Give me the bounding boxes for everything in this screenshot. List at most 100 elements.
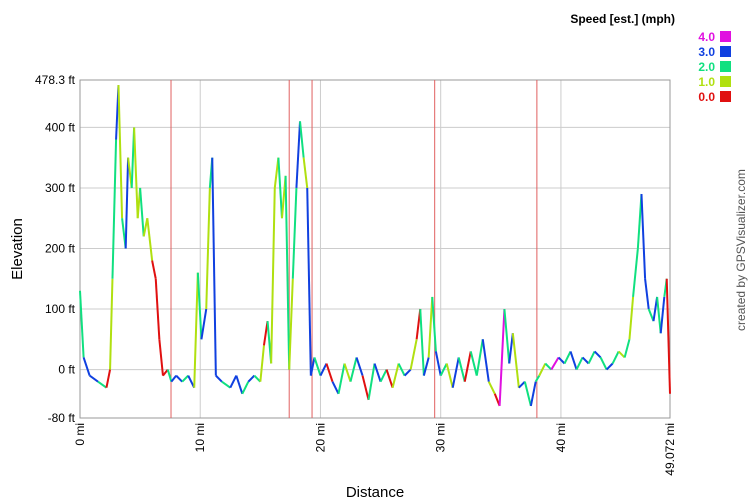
elevation-segment (640, 193, 647, 279)
legend-label: 0.0 (698, 90, 715, 104)
elevation-segment (343, 363, 352, 382)
elevation-segment (361, 375, 370, 401)
elevation-segment (544, 362, 553, 371)
elevation-segment (581, 356, 590, 365)
x-tick-label: 49.072 mi (663, 423, 677, 476)
elevation-segment (397, 363, 406, 377)
elevation-segment (379, 369, 388, 383)
elevation-segment (235, 375, 244, 395)
legend-label: 1.0 (698, 75, 715, 89)
elevation-segment (89, 374, 99, 383)
elevation-segment (309, 357, 316, 376)
elevation-segment (325, 363, 334, 382)
elevation-segment (181, 374, 189, 383)
elevation-segment (487, 381, 496, 395)
elevation-segment (451, 357, 460, 388)
elevation-segment (403, 368, 412, 377)
elevation-segment (611, 350, 620, 364)
elevation-segment (503, 308, 511, 364)
elevation-segment (659, 296, 666, 334)
elevation-segment (79, 290, 85, 358)
elevation-segment (295, 121, 302, 188)
elevation-segment (187, 375, 196, 389)
legend-swatch (720, 46, 731, 57)
elevation-segment (270, 187, 276, 364)
elevation-segment (146, 218, 154, 261)
elevation-segment (221, 380, 231, 389)
y-axis-label: Elevation (9, 218, 26, 280)
elevation-segment (97, 380, 108, 389)
elevation-segment (647, 308, 655, 322)
elevation-segment (170, 374, 177, 383)
elevation-segment (508, 333, 514, 364)
plot-frame (79, 79, 671, 419)
elevation-segment (229, 375, 238, 389)
x-tick-label: 20 mi (313, 423, 327, 452)
elevation-segment (193, 272, 199, 388)
x-tick-label: 0 mi (73, 423, 87, 446)
elevation-segment (550, 356, 560, 371)
elevation-segment (302, 157, 309, 189)
elevation-segment (259, 345, 265, 382)
legend-swatch (720, 91, 731, 102)
x-axis-label: Distance (346, 484, 404, 500)
elevation-segment (109, 278, 114, 370)
elevation-segment (82, 357, 91, 376)
elevation-segment (523, 381, 532, 407)
elevation-segment (117, 84, 124, 219)
elevation-segment (313, 357, 322, 376)
elevation-segment (162, 368, 169, 377)
elevation-segment (111, 139, 118, 279)
elevation-segment (431, 296, 437, 352)
elevation-segment (628, 296, 635, 340)
elevation-segment (644, 278, 650, 310)
elevation-segment (463, 351, 472, 382)
elevation-segment (284, 175, 291, 370)
legend-label: 4.0 (698, 30, 715, 44)
x-tick-label: 40 mi (554, 423, 568, 452)
elevation-segment (253, 374, 262, 383)
elevation-segment (288, 278, 294, 370)
elevation-segment (373, 363, 382, 382)
elevation-segment (665, 278, 671, 394)
credit: created by GPSVisualizer.com (734, 169, 748, 331)
elevation-segment (247, 374, 256, 383)
elevation-segment (599, 357, 608, 371)
elevation-segment (349, 357, 358, 382)
elevation-segment (569, 351, 578, 370)
elevation-segment (445, 363, 454, 388)
elevation-segment (481, 339, 490, 382)
y-tick-label: -80 ft (48, 411, 76, 425)
legend-label: 2.0 (698, 60, 715, 74)
elevation-segment (434, 351, 442, 376)
elevation-segment (306, 187, 312, 376)
elevation-segment (241, 381, 250, 395)
elevation-segment (605, 362, 614, 371)
elevation-segment (498, 308, 506, 406)
y-tick-label: 400 ft (45, 120, 76, 134)
elevation-segment (632, 248, 639, 298)
elevation-segment (656, 296, 662, 334)
y-tick-label: 300 ft (45, 181, 76, 195)
elevation-segment (409, 339, 418, 370)
elevation-segment (355, 357, 364, 376)
elevation-segment (518, 380, 526, 389)
legend-label: 3.0 (698, 45, 715, 59)
elevation-segment (133, 127, 139, 219)
elevation-segment (166, 369, 173, 382)
elevation-segment (538, 363, 547, 377)
legend-title: Speed [est.] (mph) (570, 12, 675, 26)
elevation-segment (151, 260, 157, 279)
elevation-segment (215, 374, 223, 383)
elevation-segment (211, 157, 217, 376)
y-tick-label: 478.3 ft (35, 73, 76, 87)
elevation-segment (457, 357, 466, 382)
elevation-segment (534, 375, 541, 383)
x-tick-label: 10 mi (193, 423, 207, 452)
elevation-segment (385, 369, 394, 389)
elevation-segment (623, 339, 631, 358)
elevation-segment (439, 363, 448, 377)
y-tick-label: 100 ft (45, 302, 76, 316)
elevation-segment (422, 357, 430, 376)
